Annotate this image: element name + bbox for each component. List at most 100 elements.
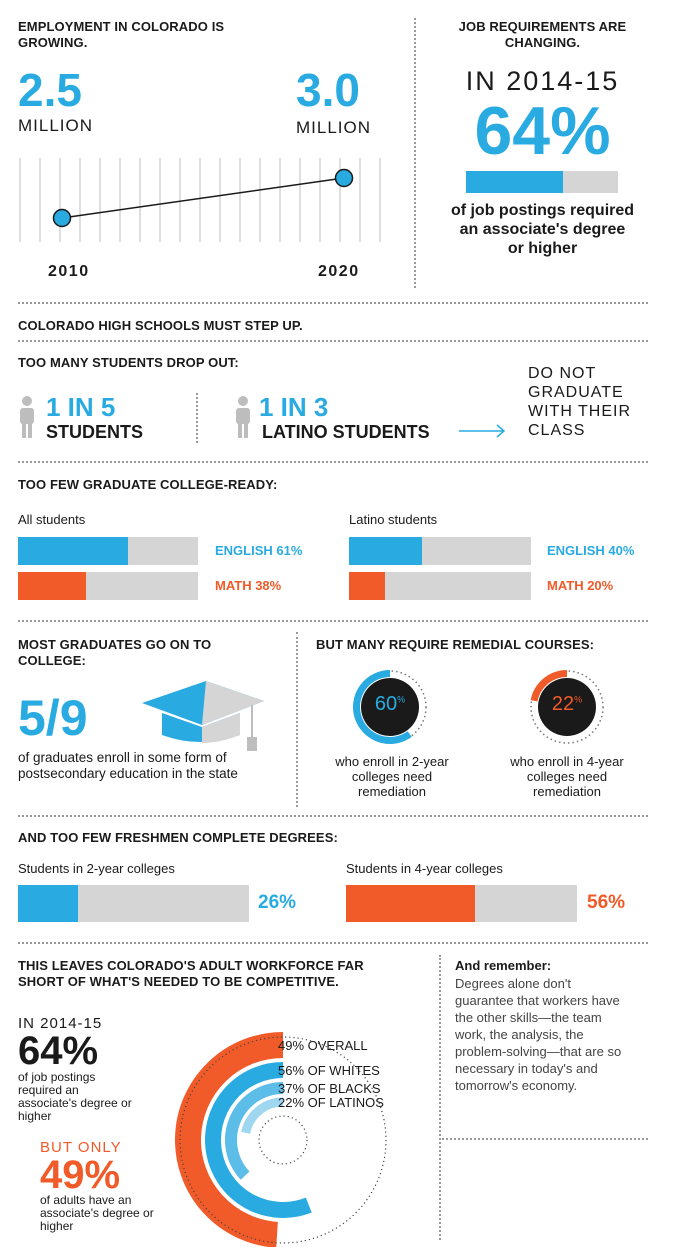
two-year-degree-label: Students in 2-year colleges <box>18 861 175 876</box>
all-math-bar <box>18 572 198 600</box>
graduation-cap-icon <box>142 681 264 751</box>
two-year-degree-value: 26% <box>258 892 297 913</box>
four-year-pct-value: 22 <box>551 693 575 715</box>
adult-caption: of adults have an associate's degree or … <box>40 1193 154 1233</box>
employment-start-unit: MILLION <box>18 116 94 135</box>
two-year-degree-fill <box>18 885 79 922</box>
workforce-title: THIS LEAVES COLORADO'S ADULT WORKFORCE F… <box>18 958 364 989</box>
requirements-title: JOB REQUIREMENTS ARE CHANGING. <box>458 19 627 50</box>
divider <box>18 461 648 463</box>
latino-english-label: ENGLISH 40% <box>547 543 635 558</box>
but-only: BUT ONLY <box>40 1139 122 1156</box>
radial-ring-of-latinos <box>241 1097 284 1134</box>
workforce-period: IN 2014-15 <box>18 1015 103 1032</box>
radial-label-2: 37% OF BLACKS <box>278 1081 381 1096</box>
stat2-group: LATINO STUDENTS <box>262 422 430 442</box>
employment-start-value: 2.5 <box>18 64 82 116</box>
stat1-group: STUDENTS <box>46 422 144 442</box>
four-year-degree-label: Students in 4-year colleges <box>346 861 503 876</box>
latino-math-label: MATH 20% <box>547 578 614 593</box>
stat1-ratio: 1 IN 5 <box>46 392 116 422</box>
divider <box>442 1138 648 1140</box>
employment-end-value: 3.0 <box>296 64 360 116</box>
two-year-pct: 60% <box>350 693 430 716</box>
two-year-degree-bar <box>18 885 249 922</box>
two-year-donut-arc <box>353 670 412 744</box>
remedial-title: BUT MANY REQUIRE REMEDIAL COURSES: <box>316 637 595 652</box>
stat2-ratio: 1 IN 3 <box>259 392 329 422</box>
radial-ring-overall <box>175 1032 284 1247</box>
divider <box>414 18 416 288</box>
requirements-period: IN 2014-15 <box>465 66 620 96</box>
two-year-donut-center <box>361 678 419 736</box>
enroll-title: MOST GRADUATES GO ON TO COLLEGE: <box>18 637 212 668</box>
four-year-donut-arc <box>530 670 568 702</box>
divider <box>439 955 441 1240</box>
four-year-pct: 22% <box>527 693 607 716</box>
radial-outer-dots <box>179 1036 387 1244</box>
latino-english-bar <box>349 537 531 565</box>
requirements-caption: of job postings required an associate's … <box>450 202 635 257</box>
latino-math-fill <box>349 572 386 600</box>
person-icon <box>20 396 34 438</box>
divider <box>18 942 648 944</box>
four-year-donut-track <box>530 670 604 744</box>
all-english-fill <box>18 537 128 565</box>
two-year-pct-sign: % <box>397 694 406 705</box>
all-english-bar <box>18 537 198 565</box>
remember-title: And remember: <box>455 958 552 973</box>
four-year-remediation-donut <box>530 670 604 744</box>
latino-english-fill <box>349 537 422 565</box>
enroll-fraction: 5/9 <box>18 690 88 746</box>
requirements-bar-fill <box>466 171 564 193</box>
all-math-label: MATH 38% <box>215 578 282 593</box>
adult-percent: 49% <box>40 1153 121 1197</box>
employment-start-year: 2010 <box>48 263 90 280</box>
radial-ring-of-blacks <box>225 1082 284 1180</box>
person-icon <box>236 396 250 438</box>
employment-title: EMPLOYMENT IN COLORADO IS GROWING. <box>18 19 225 50</box>
highschool-title: COLORADO HIGH SCHOOLS MUST STEP UP. <box>18 318 303 333</box>
arrow-right-icon <box>459 424 506 438</box>
four-year-pct-sign: % <box>574 694 583 705</box>
employment-end-unit: MILLION <box>296 118 372 137</box>
remember-text: Degrees alone don't guarantee that worke… <box>455 976 622 1093</box>
four-year-caption: who enroll in 4-year colleges need remed… <box>510 754 624 799</box>
four-year-donut-center <box>538 678 596 736</box>
divider <box>18 340 648 342</box>
divider <box>196 393 198 443</box>
four-year-degree-value: 56% <box>587 892 626 913</box>
latino-students-label: Latino students <box>349 512 438 527</box>
dropout-outcome: DO NOT GRADUATE WITH THEIR CLASS <box>528 365 632 439</box>
four-year-degree-fill <box>346 885 476 922</box>
divider <box>18 815 648 817</box>
radial-ring-of-whites <box>204 1062 312 1218</box>
divider <box>296 632 298 807</box>
enroll-caption: of graduates enroll in some form of post… <box>18 750 238 781</box>
employment-line-chart <box>19 158 381 242</box>
all-english-label: ENGLISH 61% <box>215 543 303 558</box>
radial-label-3: 22% OF LATINOS <box>278 1095 384 1110</box>
workforce-percent: 64% <box>18 1029 99 1073</box>
radial-label-1: 56% OF WHITES <box>278 1063 380 1078</box>
latino-math-bar <box>349 572 531 600</box>
all-students-label: All students <box>18 512 86 527</box>
two-year-caption: who enroll in 2-year colleges need remed… <box>335 754 449 799</box>
workforce-caption: of job postings required an associate's … <box>18 1070 132 1123</box>
employment-point-2010 <box>52 208 72 228</box>
two-year-pct-value: 60 <box>374 693 398 715</box>
four-year-degree-bar <box>346 885 577 922</box>
dropout-title: TOO MANY STUDENTS DROP OUT: <box>18 355 239 370</box>
college-ready-title: TOO FEW GRADUATE COLLEGE-READY: <box>18 477 278 492</box>
degrees-title: AND TOO FEW FRESHMEN COMPLETE DEGREES: <box>18 830 338 845</box>
employment-end-year: 2020 <box>318 263 360 280</box>
all-math-fill <box>18 572 87 600</box>
divider <box>18 620 648 622</box>
employment-trend-line <box>61 177 345 219</box>
employment-point-2020 <box>334 168 354 188</box>
requirements-percent: 64% <box>474 93 611 169</box>
two-year-remediation-donut <box>353 670 427 744</box>
divider <box>18 302 648 304</box>
requirements-bar <box>466 171 618 193</box>
